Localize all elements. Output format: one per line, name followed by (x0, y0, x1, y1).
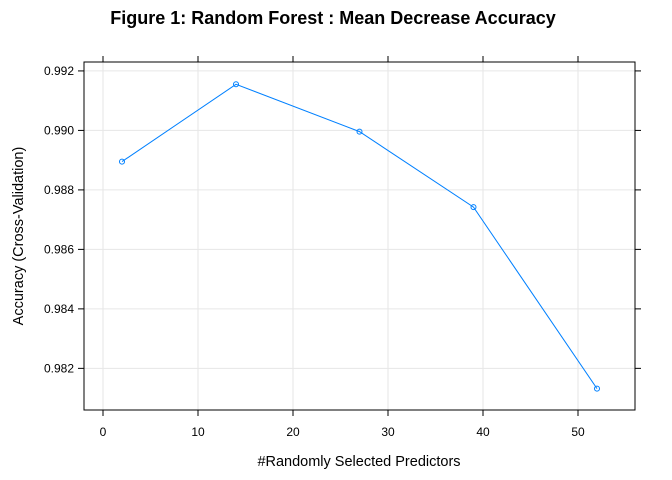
y-tick-label: 0.982 (44, 361, 74, 375)
data-point (119, 158, 125, 165)
y-axis-ticks: 0.982 0.984 0.986 0.988 0.990 0.992 (44, 64, 641, 375)
x-tick-label: 10 (191, 425, 205, 439)
y-tick-label: 0.992 (44, 64, 74, 78)
grid-layer (84, 62, 635, 410)
y-tick-label: 0.984 (44, 302, 74, 316)
series-layer (119, 81, 600, 392)
plot-frame (83, 61, 636, 411)
y-axis-label: Accuracy (Cross-Validation) (11, 147, 27, 326)
x-tick-label: 30 (381, 425, 395, 439)
x-tick-label: 40 (476, 425, 490, 439)
data-point (594, 385, 600, 392)
data-point (233, 81, 239, 88)
chart-title: Figure 1: Random Forest : Mean Decrease … (110, 8, 555, 28)
x-tick-label: 50 (571, 425, 585, 439)
y-tick-label: 0.990 (44, 123, 74, 137)
series-line (121, 83, 598, 389)
y-tick-label: 0.986 (44, 242, 74, 256)
x-tick-label: 0 (100, 425, 107, 439)
x-axis-label: #Randomly Selected Predictors (257, 454, 460, 470)
data-point (470, 204, 477, 211)
x-axis-ticks: 0 10 20 30 40 50 (100, 56, 585, 439)
data-point (356, 128, 363, 135)
x-tick-label: 20 (286, 425, 300, 439)
y-tick-label: 0.988 (44, 183, 74, 197)
